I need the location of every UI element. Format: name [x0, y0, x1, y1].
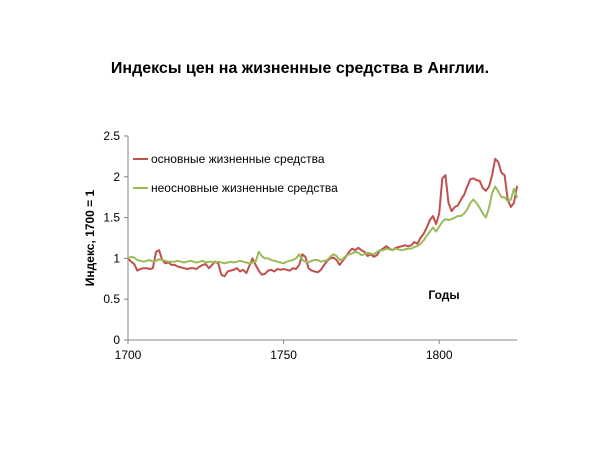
y-tick-label: 1.5 — [103, 211, 120, 225]
y-axis-label: Индекс, 1700 = 1 — [83, 189, 97, 286]
legend-label-1: неосновные жизненные средства — [151, 181, 338, 195]
chart-lines — [127, 157, 518, 278]
chart-legend: основные жизненные средства неосновные жи… — [133, 152, 338, 195]
x-tick-label: 1700 — [115, 348, 142, 362]
y-tick-label: 2.5 — [103, 129, 120, 143]
y-tick-label: 1 — [113, 251, 120, 265]
x-tick-label: 1800 — [426, 348, 453, 362]
y-tick-label: 0.5 — [103, 292, 120, 306]
chart-title: Индексы цен на жизненные средства в Англ… — [110, 60, 490, 77]
x-axis-label: Годы — [428, 288, 459, 302]
chart-axes: 0 0.5 1 1.5 2 2.5 1700 1750 1800 — [103, 129, 517, 362]
y-tick-label: 2 — [113, 170, 120, 184]
series-line-1 — [127, 185, 518, 265]
legend-label-0: основные жизненные средства — [151, 152, 325, 166]
x-tick-label: 1750 — [270, 348, 297, 362]
series-line-0 — [127, 157, 518, 278]
y-tick-label: 0 — [113, 333, 120, 347]
